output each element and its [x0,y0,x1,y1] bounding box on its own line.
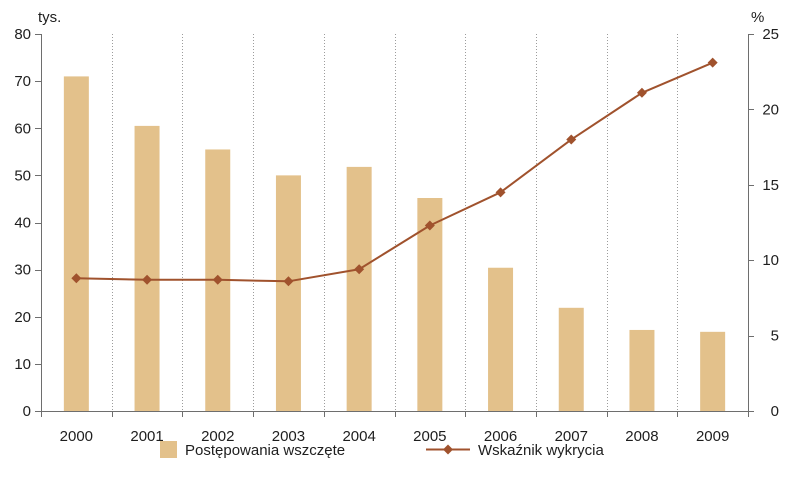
bar-2003 [275,175,301,411]
x-tick-label-2006: 2006 [484,428,517,445]
line-point-2001 [142,274,153,285]
line-point-2002 [212,274,223,285]
x-tick-label-2003: 2003 [272,428,305,445]
bar-2007 [558,307,584,411]
bar-2006 [488,267,514,411]
bar-2000 [63,76,89,411]
y-right-tick-label: 10 [762,252,779,269]
bar-2001 [134,125,160,412]
y-right-tick-label: 5 [771,328,779,345]
axes [35,34,754,417]
x-tick-label-2004: 2004 [342,428,375,445]
x-tick-label-2007: 2007 [555,428,588,445]
x-tick-label-2009: 2009 [696,428,729,445]
legend-label-line: Wskaźnik wykrycia [478,442,605,459]
legend-label-bars: Postępowania wszczęte [185,442,345,459]
y-right-tick-label: 0 [771,403,779,420]
line-point-2008 [636,87,647,98]
line-point-2005 [424,220,435,231]
legend-item-line: Wskaźnik wykrycia [426,442,605,459]
y-left-tick-label: 30 [14,262,31,279]
line-point-2004 [354,264,365,275]
line-point-2006 [495,187,506,198]
x-tick-label-2002: 2002 [201,428,234,445]
y-right-tick-label: 25 [762,26,779,43]
gridlines [112,34,678,411]
y-left-tick-label: 60 [14,120,31,137]
line-series [71,57,718,287]
line-point-2000 [71,273,82,284]
bar-2008 [629,329,655,411]
legend-marker-diamond [443,444,453,455]
bar-2004 [346,166,372,411]
legend-item-bars: Postępowania wszczęte [160,441,345,459]
x-tick-label-2005: 2005 [413,428,446,445]
y-left-tick-label: 0 [23,403,31,420]
y-left-tick-label: 10 [14,356,31,373]
x-tick-label-2000: 2000 [60,428,93,445]
y-right-unit-label: % [751,9,764,26]
line-point-2009 [707,57,718,68]
x-tick-label-2008: 2008 [625,428,658,445]
y-left-unit-label: tys. [38,9,61,26]
y-left-tick-label: 40 [14,215,31,232]
line-point-2007 [566,134,577,145]
y-right-tick-label: 20 [762,101,779,118]
bar-2009 [700,331,726,411]
y-left-tick-label: 50 [14,167,31,184]
bar-series [63,76,726,412]
tick-labels: 0 10 20 30 40 50 60 70 80 0 5 10 15 20 25 2000 2001 2002 2… [14,26,779,445]
y-right-tick-label: 15 [762,177,779,194]
x-tick-label-2001: 2001 [130,428,163,445]
line-point-2003 [283,276,294,287]
legend: Postępowania wszczęte Wskaźnik wykrycia [160,441,605,459]
legend-swatch-bar [160,441,177,458]
y-left-tick-label: 70 [14,73,31,90]
bar-2005 [417,197,443,411]
y-left-tick-label: 80 [14,26,31,43]
y-left-tick-label: 20 [14,309,31,326]
series-line-wskaznik [76,61,714,283]
